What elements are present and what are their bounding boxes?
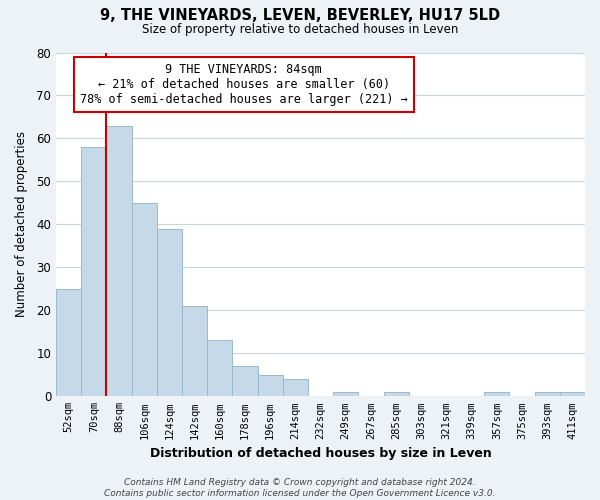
Bar <box>131 203 157 396</box>
Bar <box>560 392 585 396</box>
X-axis label: Distribution of detached houses by size in Leven: Distribution of detached houses by size … <box>149 447 491 460</box>
Bar <box>283 379 308 396</box>
Y-axis label: Number of detached properties: Number of detached properties <box>15 132 28 318</box>
Bar <box>207 340 232 396</box>
Text: Size of property relative to detached houses in Leven: Size of property relative to detached ho… <box>142 22 458 36</box>
Bar <box>81 147 106 396</box>
Bar <box>157 228 182 396</box>
Bar <box>257 375 283 396</box>
Bar <box>232 366 257 396</box>
Bar <box>333 392 358 396</box>
Text: 9 THE VINEYARDS: 84sqm
← 21% of detached houses are smaller (60)
78% of semi-det: 9 THE VINEYARDS: 84sqm ← 21% of detached… <box>80 63 408 106</box>
Bar <box>383 392 409 396</box>
Bar <box>484 392 509 396</box>
Bar <box>106 126 131 396</box>
Text: Contains HM Land Registry data © Crown copyright and database right 2024.
Contai: Contains HM Land Registry data © Crown c… <box>104 478 496 498</box>
Bar <box>535 392 560 396</box>
Bar <box>56 289 81 397</box>
Bar <box>182 306 207 396</box>
Text: 9, THE VINEYARDS, LEVEN, BEVERLEY, HU17 5LD: 9, THE VINEYARDS, LEVEN, BEVERLEY, HU17 … <box>100 8 500 22</box>
